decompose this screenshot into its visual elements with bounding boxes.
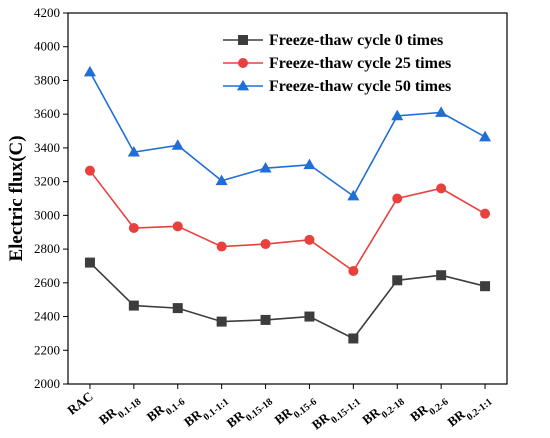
series-line: [89, 262, 486, 340]
legend-label: Freeze-thaw cycle 25 times: [269, 55, 451, 72]
data-point: [216, 241, 227, 252]
x-tick-label-main: BR: [271, 404, 295, 427]
data-point: [392, 193, 403, 204]
x-tick-label-subscript: 0.1-18: [116, 396, 143, 421]
y-tick-label: 3600: [34, 106, 60, 121]
data-point: [480, 208, 491, 219]
series-line: [89, 71, 486, 198]
data-point: [348, 333, 359, 344]
x-tick-label-main: BR: [144, 401, 168, 424]
x-tick-label-subscript: 0.2-1:1: [465, 396, 495, 423]
y-tick-label: 3200: [34, 174, 60, 189]
data-point: [260, 314, 271, 325]
data-point: [172, 221, 183, 232]
data-point: [436, 270, 447, 281]
x-tick-label-subscript: 0.1-6: [164, 396, 187, 418]
y-axis-title: Electric flux(C): [6, 135, 27, 261]
series-0: [84, 257, 491, 344]
legend-label: Freeze-thaw cycle 0 times: [269, 32, 443, 49]
x-tick-label-main: BR: [224, 407, 248, 430]
data-point: [259, 161, 272, 173]
data-point: [127, 145, 140, 157]
y-tick-label: 3400: [34, 140, 60, 155]
series-layer: [83, 65, 492, 344]
data-point: [348, 266, 359, 277]
x-tick-label: BR0.15-1:1: [309, 389, 363, 437]
data-point: [347, 189, 360, 201]
legend-marker: [238, 58, 248, 68]
y-tick-label: 3000: [34, 207, 60, 222]
data-point: [303, 158, 316, 170]
data-point: [391, 109, 404, 121]
x-tick-label-main: BR: [407, 401, 431, 424]
x-tick-label: BR0.2-1:1: [444, 389, 494, 434]
x-tick-label: BR0.1-18: [96, 389, 143, 432]
data-point: [83, 65, 96, 77]
data-point: [128, 223, 139, 234]
data-point: [436, 183, 447, 194]
x-tick-label-main: BR: [444, 406, 468, 429]
data-point: [480, 281, 491, 292]
y-tick-label: 4200: [34, 5, 60, 20]
data-point: [84, 165, 95, 176]
x-tick-label: BR0.15-18: [224, 389, 275, 435]
x-tick-label-subscript: 0.15-1:1: [329, 396, 363, 426]
x-tick-label-subscript: 0.2-6: [427, 396, 450, 418]
legend-marker: [236, 79, 250, 91]
data-point: [215, 174, 228, 186]
x-tick-label: BR0.1-6: [144, 389, 187, 429]
series-1: [84, 165, 491, 277]
x-tick-label: BR0.1-1:1: [181, 389, 231, 434]
x-tick-label-subscript: 0.15-18: [244, 396, 275, 424]
legend: Freeze-thaw cycle 0 times Freeze-thaw cyc…: [223, 32, 451, 95]
y-tick-label: 3800: [34, 72, 60, 87]
data-point: [304, 234, 315, 245]
plot-frame: [67, 12, 508, 385]
data-point: [172, 303, 183, 314]
data-point: [171, 139, 184, 150]
data-point: [128, 300, 139, 311]
legend-marker: [238, 35, 248, 45]
x-tick-label-main: RAC: [64, 389, 95, 418]
y-tick-label: 2200: [34, 342, 60, 357]
data-point: [435, 106, 448, 117]
y-tick-label: 4000: [34, 39, 60, 54]
data-point: [304, 311, 315, 322]
data-point: [84, 257, 95, 268]
data-point: [479, 130, 492, 142]
x-tick-label-main: BR: [181, 406, 205, 429]
x-tick-label: BR0.2-6: [407, 389, 450, 429]
x-tick-label-main: BR: [309, 409, 333, 432]
data-point: [392, 275, 403, 286]
x-tick-label: BR0.2-18: [359, 389, 406, 432]
data-point: [216, 316, 227, 327]
y-tick-label: 2400: [34, 309, 60, 324]
x-tick-label-main: BR: [96, 404, 120, 427]
x-tick-label-main: BR: [359, 404, 383, 427]
y-tick-label: 2600: [34, 275, 60, 290]
legend-label: Freeze-thaw cycle 50 times: [269, 78, 451, 95]
x-tick-label-subscript: 0.2-18: [379, 396, 406, 421]
x-tick-label: RAC: [64, 389, 95, 418]
series-2: [83, 65, 492, 201]
y-tick-label: 2000: [34, 376, 60, 391]
series-line: [89, 170, 486, 273]
y-tick-label: 2800: [34, 241, 60, 256]
data-point: [260, 239, 271, 250]
